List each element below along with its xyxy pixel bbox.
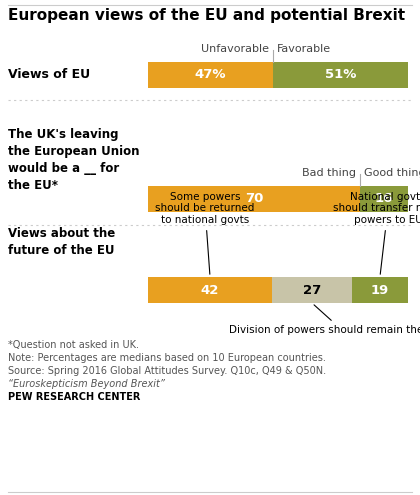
Text: *Question not asked in UK.: *Question not asked in UK. — [8, 340, 139, 350]
Bar — [148, 186, 360, 212]
Text: Some powers
should be returned
to national govts: Some powers should be returned to nation… — [155, 192, 255, 274]
Text: Note: Percentages are medians based on 10 European countries.: Note: Percentages are medians based on 1… — [8, 353, 326, 363]
Text: 19: 19 — [371, 284, 389, 297]
Text: The UK's leaving
the European Union
would be a __ for
the EU*: The UK's leaving the European Union woul… — [8, 128, 139, 192]
Bar — [352, 277, 408, 303]
Text: 42: 42 — [201, 284, 219, 297]
Text: Views of EU: Views of EU — [8, 68, 90, 82]
Bar — [272, 277, 352, 303]
Text: Good thing: Good thing — [364, 168, 420, 178]
Text: Bad thing: Bad thing — [302, 168, 356, 178]
Text: National govts
should transfer more
powers to EU: National govts should transfer more powe… — [333, 192, 420, 274]
Text: 51%: 51% — [325, 68, 356, 82]
Text: Favorable: Favorable — [277, 44, 331, 54]
Bar — [273, 62, 408, 88]
Text: “Euroskepticism Beyond Brexit”: “Euroskepticism Beyond Brexit” — [8, 379, 165, 389]
Text: PEW RESEARCH CENTER: PEW RESEARCH CENTER — [8, 392, 140, 402]
Text: 70: 70 — [244, 193, 263, 205]
Text: Views about the
future of the EU: Views about the future of the EU — [8, 227, 115, 257]
Text: Unfavorable: Unfavorable — [201, 44, 269, 54]
Text: Division of powers should remain the same: Division of powers should remain the sam… — [229, 305, 420, 335]
Text: European views of the EU and potential Brexit: European views of the EU and potential B… — [8, 8, 405, 23]
Text: 47%: 47% — [194, 68, 226, 82]
Bar — [148, 62, 273, 88]
Bar — [148, 277, 272, 303]
Text: 16: 16 — [375, 193, 393, 205]
Bar — [360, 186, 408, 212]
Text: Source: Spring 2016 Global Attitudes Survey. Q10c, Q49 & Q50N.: Source: Spring 2016 Global Attitudes Sur… — [8, 366, 326, 376]
Text: 27: 27 — [303, 284, 321, 297]
